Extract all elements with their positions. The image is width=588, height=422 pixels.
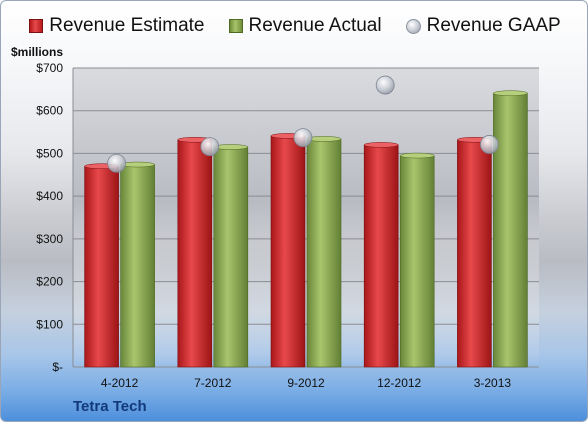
y-tick-label: $200: [36, 275, 63, 289]
x-tick-label: 12-2012: [377, 376, 421, 390]
x-tick-label: 7-2012: [194, 376, 232, 390]
bar-revenue-actual: [213, 146, 249, 368]
y-tick-label: $400: [36, 189, 63, 203]
point-revenue-gaap: [200, 137, 220, 156]
legend-item-estimate: Revenue Estimate: [29, 15, 205, 37]
bar-revenue-actual: [120, 164, 155, 368]
bar-revenue-estimate: [270, 135, 306, 368]
bar-top-revenue-actual: [493, 90, 528, 96]
legend-label-estimate: Revenue Estimate: [49, 15, 205, 36]
legend-swatch-estimate: [29, 19, 44, 33]
legend-swatch-actual: [228, 19, 243, 33]
x-tick-label: 3-2013: [474, 376, 512, 390]
legend-label-actual: Revenue Actual: [248, 15, 382, 36]
bar-revenue-actual: [306, 138, 342, 368]
point-revenue-gaap: [479, 135, 499, 154]
bar-revenue-estimate: [457, 139, 492, 368]
y-tick-label: $700: [36, 61, 63, 75]
bar-top-revenue-estimate: [363, 142, 399, 148]
legend-item-actual: Revenue Actual: [228, 15, 382, 37]
y-tick-label: $-: [52, 360, 63, 374]
x-tick-label: 4-2012: [101, 376, 139, 390]
bar-revenue-actual: [399, 155, 435, 368]
bar-revenue-actual: [493, 92, 528, 368]
bar-revenue-estimate: [84, 165, 119, 368]
y-tick-label: $300: [36, 232, 63, 246]
point-revenue-gaap: [375, 75, 395, 95]
y-tick-label: $600: [36, 104, 63, 118]
y-axis-unit-label: $millions: [11, 45, 64, 59]
legend-item-gaap: Revenue GAAP: [405, 15, 561, 37]
chart-legend: Revenue Estimate Revenue Actual Revenue …: [1, 15, 587, 37]
y-tick-label: $500: [36, 146, 63, 160]
y-tick-label: $100: [36, 317, 63, 331]
company-name: Tetra Tech: [73, 398, 147, 415]
bar-revenue-estimate: [177, 139, 213, 368]
x-tick-label: 9-2012: [287, 376, 325, 390]
point-revenue-gaap: [107, 153, 126, 173]
legend-swatch-gaap: [405, 18, 421, 34]
bar-top-revenue-actual: [399, 152, 435, 159]
point-revenue-gaap: [293, 128, 313, 148]
legend-label-gaap: Revenue GAAP: [426, 15, 561, 36]
bar-revenue-estimate: [363, 144, 399, 368]
